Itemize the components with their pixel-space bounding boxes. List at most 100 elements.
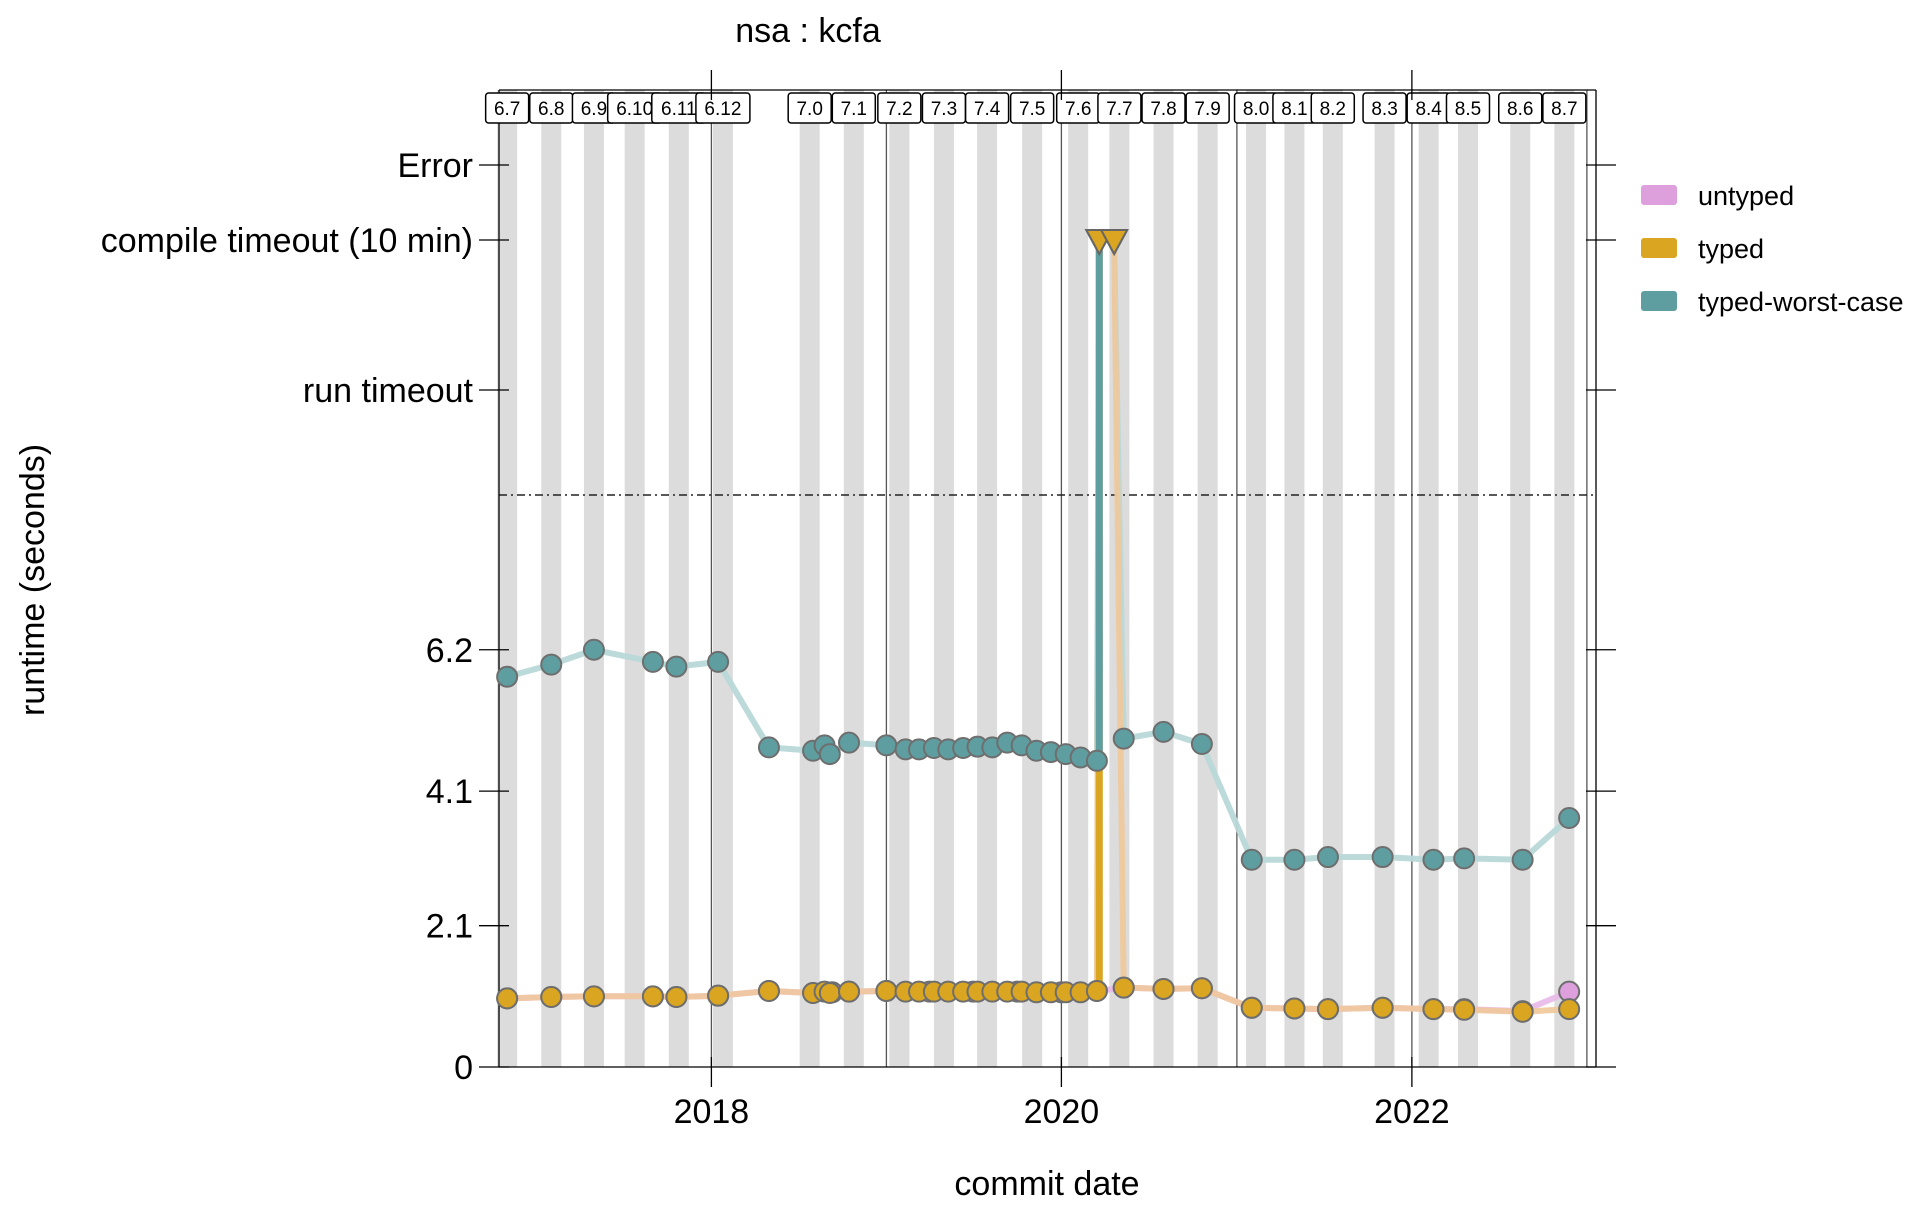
release-band: [1068, 90, 1089, 1067]
timeout-marker-typed: [1099, 229, 1129, 257]
point-typed: [1422, 998, 1445, 1021]
release-box: [787, 92, 832, 124]
point-typed: [757, 979, 780, 1002]
point-typed-worst-case: [1422, 848, 1445, 871]
point-typed: [818, 981, 841, 1004]
year-gridlines: [710, 90, 1588, 1067]
point-typed-worst-case: [757, 736, 780, 759]
y-tick-label: 4.1: [426, 773, 473, 811]
point-typed: [641, 985, 664, 1008]
release-label: 7.2: [886, 99, 912, 120]
legend: untyped typed typed-worst-case: [1641, 181, 1904, 317]
release-box: [1310, 92, 1356, 124]
release-box: [1445, 92, 1491, 124]
point-typed: [1511, 1000, 1534, 1023]
legend-label: untyped: [1698, 181, 1794, 211]
point-typed: [1152, 977, 1175, 1000]
legend-swatch: [1641, 185, 1677, 205]
release-box: [1542, 92, 1587, 124]
y-tick-label: 6.2: [426, 632, 473, 670]
release-band: [668, 90, 689, 1067]
release-label: 8.3: [1371, 99, 1397, 120]
release-box: [1009, 92, 1055, 124]
release-band: [843, 90, 864, 1067]
release-band: [541, 90, 562, 1067]
point-typed-worst-case: [875, 734, 898, 757]
release-label: 6.7: [494, 99, 520, 120]
release-band: [712, 90, 733, 1067]
release-band: [1374, 90, 1395, 1067]
x-axis-label: commit date: [954, 1165, 1139, 1203]
point-typed: [1283, 997, 1306, 1020]
y-axis-label: runtime (seconds): [14, 444, 52, 716]
release-label: 6.9: [581, 99, 607, 120]
plot-frame: [498, 89, 1597, 1068]
point-typed-worst-case: [818, 743, 841, 766]
release-box: [695, 92, 751, 124]
release-label: 8.5: [1455, 99, 1481, 120]
release-label: 7.4: [974, 99, 1001, 120]
release-label: 7.5: [1019, 99, 1045, 120]
release-band: [1246, 90, 1267, 1067]
release-band: [1554, 90, 1575, 1067]
release-band: [1510, 90, 1531, 1067]
release-box: [1497, 92, 1543, 124]
point-typed-worst-case: [1190, 732, 1213, 755]
release-label: 8.1: [1281, 99, 1307, 120]
point-typed: [1316, 998, 1339, 1021]
release-label: 7.8: [1150, 99, 1176, 120]
release-band: [889, 90, 910, 1067]
release-label: 8.6: [1507, 99, 1533, 120]
point-typed: [1240, 996, 1263, 1019]
point-typed: [540, 986, 563, 1009]
release-box: [964, 92, 1010, 124]
release-box: [484, 92, 530, 124]
point-typed: [1558, 998, 1581, 1021]
release-box: [1141, 92, 1186, 124]
release-bands: [497, 90, 1575, 1067]
release-label: 8.7: [1551, 99, 1577, 120]
axes: 0 2.1 4.1 6.2 run timeout compile timeout (10…: [101, 70, 1616, 1131]
release-label: 7.6: [1065, 99, 1091, 120]
release-label: 7.7: [1106, 99, 1132, 120]
point-typed-worst-case: [641, 650, 664, 673]
point-typed-worst-case: [838, 731, 861, 754]
release-box: [831, 92, 877, 124]
release-band: [1322, 90, 1343, 1067]
point-typed-worst-case: [1558, 807, 1581, 830]
point-typed: [1190, 977, 1213, 1000]
release-band: [1457, 90, 1478, 1067]
point-typed-worst-case: [1453, 847, 1476, 870]
release-band: [624, 90, 645, 1067]
release-label: 8.4: [1415, 99, 1442, 120]
point-typed: [875, 979, 898, 1002]
release-label: 8.0: [1243, 99, 1269, 120]
x-tick-label: 2022: [1374, 1093, 1450, 1131]
release-label: 6.11: [661, 99, 697, 120]
point-typed-worst-case: [582, 638, 605, 661]
release-label: 6.12: [704, 99, 741, 120]
point-typed-worst-case: [1371, 846, 1394, 869]
legend-swatch: [1641, 291, 1677, 311]
point-typed: [1453, 998, 1476, 1021]
y-special-label: compile timeout (10 min): [101, 222, 473, 260]
point-typed-worst-case: [1112, 727, 1135, 750]
release-box: [1185, 92, 1230, 124]
release-box: [1097, 92, 1142, 124]
legend-label: typed-worst-case: [1698, 287, 1904, 317]
release-band: [799, 90, 820, 1067]
point-typed: [1371, 996, 1394, 1019]
point-typed: [665, 986, 688, 1009]
release-label: 7.0: [796, 99, 822, 120]
point-typed: [1112, 976, 1135, 999]
release-box: [1362, 92, 1407, 124]
release-band: [497, 90, 518, 1067]
release-band: [933, 90, 954, 1067]
point-typed-worst-case: [1085, 749, 1108, 772]
point-typed: [496, 987, 519, 1010]
release-label: 7.3: [931, 99, 957, 120]
point-typed-worst-case: [665, 655, 688, 678]
point-typed-worst-case: [496, 665, 519, 688]
release-band: [583, 90, 604, 1067]
